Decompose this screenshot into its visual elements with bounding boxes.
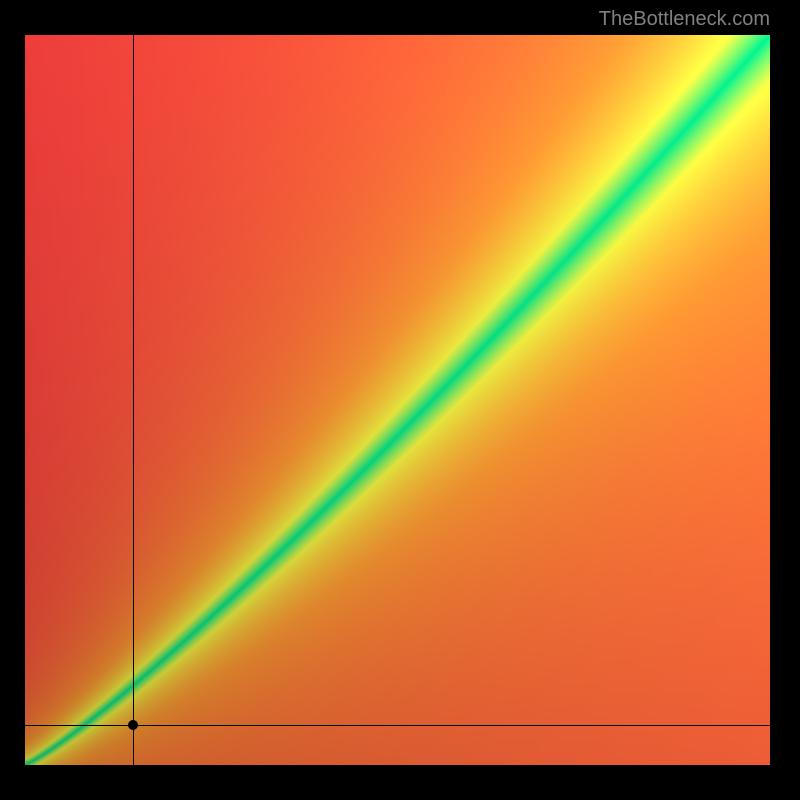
heatmap-plot bbox=[25, 35, 770, 765]
watermark-text: TheBottleneck.com bbox=[599, 8, 770, 31]
heatmap-canvas bbox=[25, 35, 770, 765]
